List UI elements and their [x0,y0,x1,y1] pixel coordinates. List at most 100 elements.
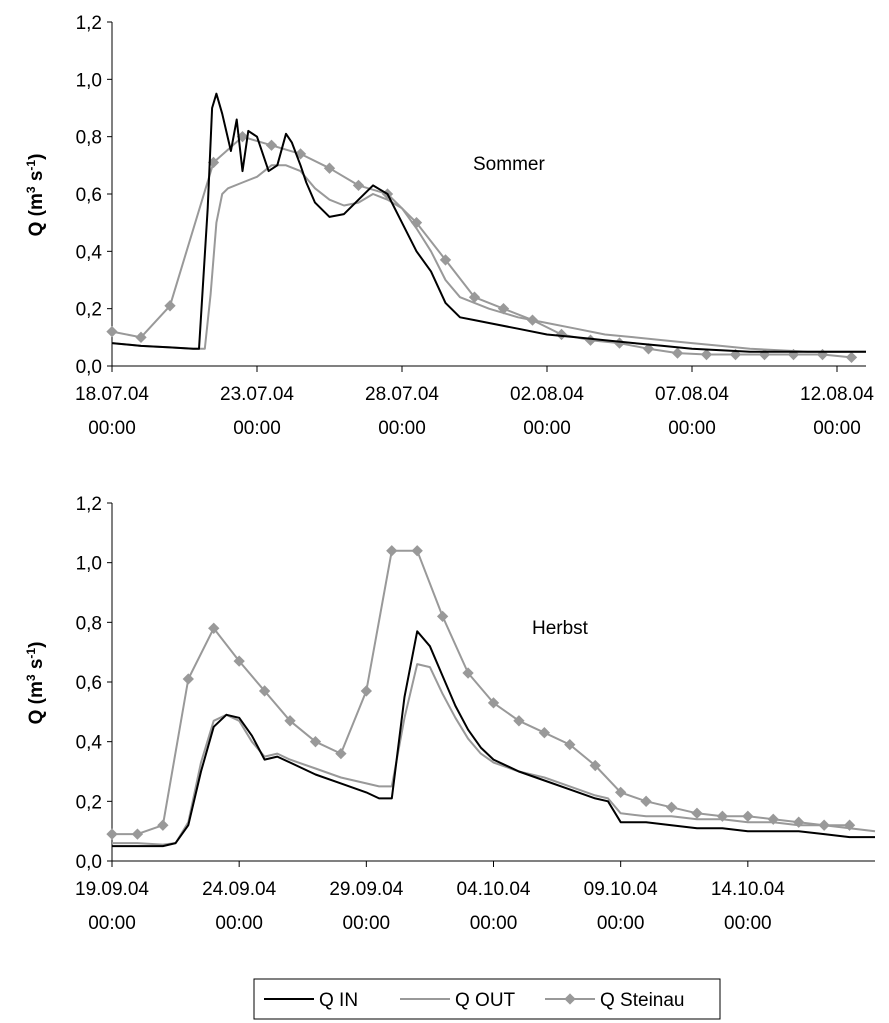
y-tick-label: 1,0 [76,554,102,575]
y-tick-label: 1,2 [76,13,102,34]
series-sommer [106,92,866,364]
x-tick-label-time: 00:00 [470,913,518,934]
y-tick-label: 0,0 [76,852,102,873]
x-tick-label-time: 00:00 [597,913,645,934]
x-tick-label-date: 24.09.04 [202,879,276,900]
x-tick-label-time: 00:00 [813,418,861,439]
data-point-q-steinau [589,759,601,772]
data-point-q-steinau [468,291,481,303]
x-tick-label-date: 28.07.04 [365,384,439,405]
data-point-q-steinau [386,545,398,557]
data-point-q-steinau [164,300,176,312]
data-point-q-steinau [135,331,147,343]
data-point-q-steinau [642,343,655,355]
y-tick-label: 0,6 [76,185,102,206]
series-line-q-steinau-herbst [112,549,850,836]
legend-marker-q-steinau [564,993,576,1005]
chart-herbst: 0,0 0,2 0,4 0,6 0,8 1,0 1,2 19.09.04 00:00 24.09… [24,494,876,934]
y-tick-label: 0,8 [76,128,102,149]
data-point-q-steinau [462,667,474,679]
y-axis-sommer: 0,0 0,2 0,4 0,6 0,8 1,0 1,2 [76,13,113,378]
y-tick-label: 0,6 [76,673,102,694]
series-line-q-in-sommer [111,92,866,353]
data-point-q-steinau [742,810,754,822]
y-tick-label: 0,2 [76,792,102,813]
x-tick-label-date: 09.10.04 [584,879,658,900]
y-axis-label-sommer: Q (m3 s-1) [24,154,47,237]
x-tick-label-time: 00:00 [523,418,571,439]
x-tick-label-time: 00:00 [343,913,391,934]
legend-label-q-steinau: Q Steinau [600,990,685,1011]
x-tick-label-date: 29.09.04 [329,879,403,900]
y-axis-herbst: 0,0 0,2 0,4 0,6 0,8 1,0 1,2 [76,494,113,873]
data-point-q-steinau [564,738,576,751]
legend-label-q-out: Q OUT [455,990,516,1011]
data-point-q-steinau [671,347,684,359]
x-axis-herbst: 19.09.04 00:00 24.09.04 00:00 29.09.04 00:00 0… [75,860,875,934]
data-point-q-steinau [352,179,365,192]
data-point-q-steinau [208,622,220,634]
data-point-q-steinau [335,747,347,760]
data-point-q-steinau [106,325,118,338]
x-tick-label-date: 18.07.04 [75,384,149,405]
data-point-q-steinau [513,715,525,727]
data-point-q-steinau [157,819,169,831]
y-axis-label-herbst: Q (m3 s-1) [24,642,47,725]
y-tick-label: 1,0 [76,70,102,91]
x-tick-label-date: 07.08.04 [655,384,729,405]
data-point-q-steinau [309,736,322,748]
data-point-q-steinau [615,786,627,799]
data-point-q-steinau [323,162,336,174]
y-tick-label: 0,4 [76,733,103,754]
data-point-q-steinau [691,807,703,819]
series-line-q-in-herbst [112,630,875,848]
y-tick-label: 0,8 [76,613,102,634]
data-point-q-steinau [816,348,829,361]
data-point-q-steinau [182,673,194,685]
data-point-q-steinau [665,801,678,813]
data-point-q-steinau [436,610,449,623]
x-tick-label-date: 02.08.04 [510,384,584,405]
legend: Q IN Q OUT Q Steinau [253,978,721,1020]
x-tick-label-time: 00:00 [88,913,136,934]
data-point-q-steinau [700,348,713,361]
y-tick-label: 0,4 [76,242,103,263]
data-point-q-steinau [538,727,551,739]
data-point-q-steinau [845,351,858,364]
series-herbst [106,545,876,848]
annotation-herbst: Herbst [532,618,589,639]
x-tick-label-time: 00:00 [724,913,772,934]
data-point-q-steinau [360,685,372,697]
data-point-q-steinau [555,328,568,341]
data-point-q-steinau [284,715,296,727]
data-point-q-steinau [487,697,500,709]
data-point-q-steinau [411,545,423,557]
data-point-q-steinau [131,828,144,840]
data-point-q-steinau [584,334,597,346]
x-tick-label-time: 00:00 [215,913,263,934]
y-tick-label: 1,2 [76,494,102,515]
x-tick-label-date: 19.09.04 [75,879,149,900]
x-tick-label-time: 00:00 [233,418,281,439]
annotation-sommer: Sommer [473,154,545,175]
x-tick-label-date: 23.07.04 [220,384,294,405]
data-point-q-steinau [106,828,118,840]
y-tick-label: 0,0 [76,357,102,378]
data-point-q-steinau [233,655,245,667]
legend-label-q-in: Q IN [319,990,358,1011]
x-tick-label-time: 00:00 [88,418,136,439]
series-line-q-out-sommer [111,164,866,353]
x-tick-label-date: 12.08.04 [800,384,874,405]
chart-sommer: 0,0 0,2 0,4 0,6 0,8 1,0 1,2 18.07.04 00:00 23.07… [24,13,874,439]
legend-box [253,978,721,1020]
y-tick-label: 0,2 [76,300,102,321]
x-tick-label-time: 00:00 [668,418,716,439]
data-point-q-steinau [258,685,271,697]
x-tick-label-date: 04.10.04 [457,879,531,900]
x-tick-label-date: 14.10.04 [711,879,785,900]
data-point-q-steinau [613,337,626,349]
data-point-q-steinau [640,795,652,807]
x-axis-sommer: 18.07.04 00:00 23.07.04 00:00 28.07.04 00:00 0… [75,365,874,439]
x-tick-label-time: 00:00 [378,418,426,439]
